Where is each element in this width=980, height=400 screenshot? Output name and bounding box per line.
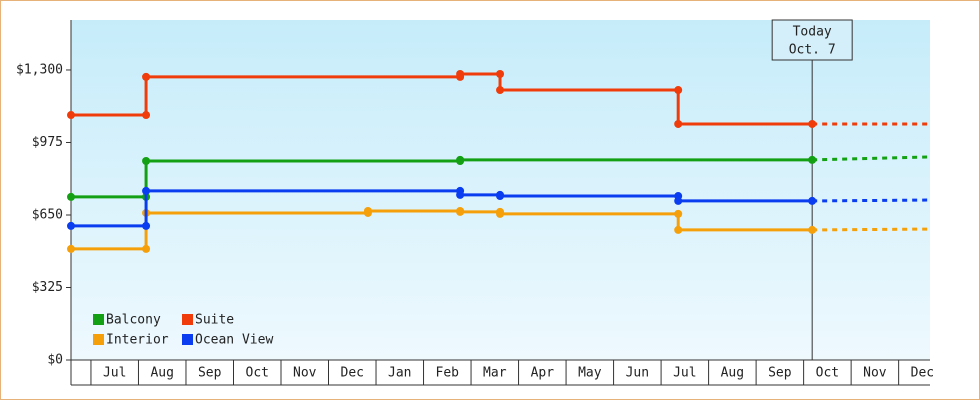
legend-swatch — [93, 314, 104, 325]
legend-label: Ocean View — [195, 333, 273, 348]
x-tick-label: Oct — [816, 366, 839, 381]
point — [808, 225, 817, 234]
point — [142, 221, 151, 230]
x-tick-label: Mar — [483, 366, 507, 381]
y-tick-label: $0 — [47, 353, 63, 368]
point — [142, 244, 151, 253]
x-tick-label: Feb — [436, 366, 460, 381]
x-tick-label: Sep — [768, 366, 792, 381]
series-line — [71, 72, 813, 126]
point — [496, 192, 505, 201]
x-tick-label: Apr — [531, 366, 555, 381]
point — [456, 155, 465, 164]
point — [67, 244, 75, 253]
point — [67, 111, 75, 120]
x-tick-label: Dec — [341, 366, 364, 381]
point — [808, 119, 817, 128]
point — [363, 206, 372, 215]
point — [496, 86, 505, 95]
x-tick-label: Dec — [911, 366, 934, 381]
point — [496, 209, 505, 218]
point — [67, 192, 75, 201]
today-box — [771, 19, 853, 61]
point — [674, 196, 683, 205]
point — [67, 221, 75, 230]
point — [456, 69, 465, 78]
legend-swatch — [182, 334, 193, 345]
legend-label: Suite — [195, 313, 234, 328]
point — [142, 186, 151, 195]
legend-swatch — [182, 314, 193, 325]
point — [142, 72, 151, 81]
legend-swatch — [93, 334, 104, 345]
point — [142, 156, 151, 165]
x-tick-label: May — [578, 366, 602, 381]
point — [674, 119, 683, 128]
x-tick-label: Jul — [103, 366, 126, 381]
legend-label: Balcony — [106, 313, 161, 328]
point — [808, 196, 817, 205]
x-tick-label: Aug — [721, 366, 744, 381]
point — [456, 207, 465, 216]
y-tick-label: $975 — [32, 135, 63, 150]
x-tick-label: Jul — [673, 366, 696, 381]
today-title: Today — [793, 25, 832, 40]
x-tick-label: Jun — [626, 366, 649, 381]
point — [674, 86, 683, 95]
y-tick-label: $650 — [32, 207, 63, 222]
point — [674, 209, 683, 218]
point — [496, 69, 505, 78]
x-tick-label: Nov — [863, 366, 887, 381]
series-line — [71, 158, 813, 199]
y-tick-label: $325 — [32, 280, 63, 295]
x-tick-label: Sep — [198, 366, 222, 381]
y-tick-label: $1,300 — [16, 62, 63, 77]
point — [142, 111, 151, 120]
x-tick-label: Aug — [150, 366, 173, 381]
x-tick-label: Jan — [388, 366, 411, 381]
point — [456, 190, 465, 199]
today-label: Oct. 7 — [789, 43, 836, 58]
point — [674, 225, 683, 234]
point — [808, 155, 817, 164]
legend-label: Interior — [106, 333, 169, 348]
x-tick-label: Nov — [293, 366, 317, 381]
x-tick-label: Oct — [246, 366, 269, 381]
